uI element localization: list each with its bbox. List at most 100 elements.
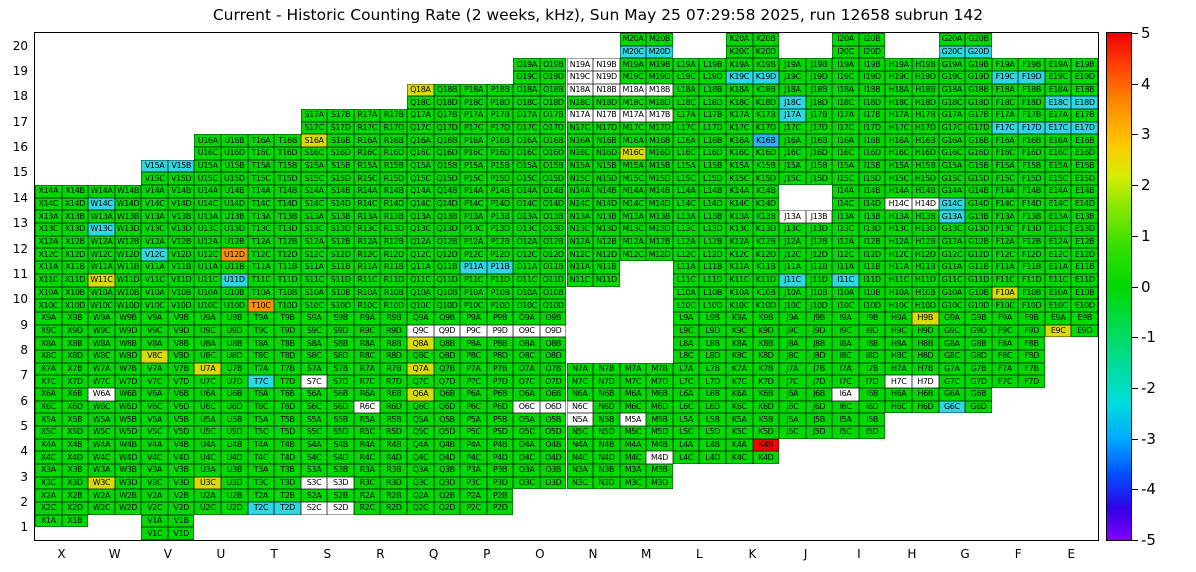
grid-cell: L14D xyxy=(699,197,726,211)
grid-cell: K12D xyxy=(752,248,780,262)
grid-cell: N18C xyxy=(566,96,594,110)
grid-cell: Q10B xyxy=(433,286,461,300)
grid-cell: J9D xyxy=(805,324,833,338)
grid-cell: Q12C xyxy=(407,248,434,262)
grid-cell: E9A xyxy=(1044,311,1072,325)
grid-cell: K11B xyxy=(752,261,780,274)
grid-cell: T16B xyxy=(274,134,301,148)
grid-cell: P7A xyxy=(460,362,487,376)
grid-cell: X1B xyxy=(61,514,89,528)
grid-cell: R9C xyxy=(353,324,381,338)
grid-cell: M14B xyxy=(646,185,673,198)
grid-cell: U3D xyxy=(221,476,248,490)
grid-cell: X5A xyxy=(35,413,62,426)
plot-title: Current - Historic Counting Rate (2 week… xyxy=(212,6,984,24)
grid-cell: V15C xyxy=(141,172,168,186)
grid-cell: L12D xyxy=(699,248,726,262)
grid-cell: O10A xyxy=(513,286,540,300)
grid-cell: S4A xyxy=(300,438,328,452)
grid-cell: P5D xyxy=(486,425,514,439)
grid-cell: H10C xyxy=(885,299,912,312)
grid-cell: N14B xyxy=(593,185,620,198)
grid-cell: M18A xyxy=(619,83,647,97)
grid-cell: G8B xyxy=(965,337,992,350)
grid-cell: R17C xyxy=(353,121,381,135)
grid-cell: K20C xyxy=(725,45,753,59)
grid-cell: W3C xyxy=(88,476,115,490)
grid-cell: F12D xyxy=(1018,248,1045,262)
grid-cell: S15A xyxy=(300,159,328,173)
grid-cell: M7C xyxy=(619,375,647,388)
grid-cell: W12A xyxy=(88,235,115,249)
grid-cell: N7D xyxy=(593,375,620,388)
grid-cell: K9B xyxy=(752,311,780,325)
grid-cell: T15D xyxy=(274,172,301,186)
grid-cell: L11A xyxy=(672,261,700,274)
grid-cell: S3D xyxy=(327,476,354,490)
grid-cell: L9B xyxy=(699,311,726,325)
grid-cell: J12D xyxy=(805,248,833,262)
grid-cell: G7B xyxy=(965,362,992,376)
grid-cell: X3C xyxy=(35,476,62,490)
grid-cell: O8B xyxy=(539,337,567,350)
grid-cell: M16D xyxy=(646,147,673,160)
grid-cell: F16A xyxy=(991,134,1019,148)
grid-cell: X10A xyxy=(35,286,62,300)
grid-cell: K13C xyxy=(725,223,753,236)
grid-cell: J12B xyxy=(805,235,833,249)
grid-cell: F10D xyxy=(1018,299,1045,312)
grid-cell: F8B xyxy=(1018,337,1045,350)
grid-cell: O8C xyxy=(513,349,540,363)
grid-cell: Q7C xyxy=(407,375,434,388)
grid-cell: E16A xyxy=(1044,134,1072,148)
grid-cell: L7C xyxy=(672,375,700,388)
grid-cell: I15A xyxy=(832,159,859,173)
grid-cell: J6B xyxy=(805,387,833,401)
grid-cell: Q16D xyxy=(433,147,461,160)
y-axis-label: 9 xyxy=(20,317,28,332)
grid-cell: Q13B xyxy=(433,210,461,224)
grid-cell: N16C xyxy=(566,147,594,160)
grid-cell: P15B xyxy=(486,159,514,173)
grid-cell: I12C xyxy=(832,248,859,262)
grid-cell: H17D xyxy=(911,121,939,135)
grid-cell: U9B xyxy=(221,311,248,325)
x-axis-label: K xyxy=(748,547,757,561)
grid-cell: W11A xyxy=(88,261,115,274)
grid-cell: X6C xyxy=(35,400,62,414)
grid-cell: Q6C xyxy=(407,400,434,414)
grid-cell: F12C xyxy=(991,248,1019,262)
grid-cell: K7D xyxy=(752,375,780,388)
grid-cell: L12A xyxy=(672,235,700,249)
grid-cell: N15A xyxy=(566,159,594,173)
grid-cell: Q8D xyxy=(433,349,461,363)
grid-cell: R15B xyxy=(380,159,408,173)
grid-cell: J13A xyxy=(779,210,806,224)
grid-cell: G9C xyxy=(938,324,966,338)
grid-cell: P4B xyxy=(486,438,514,452)
grid-cell: E13A xyxy=(1044,210,1072,224)
grid-cell: J19B xyxy=(805,58,833,72)
grid-cell: E16B xyxy=(1071,134,1098,148)
grid-cell: O9D xyxy=(539,324,567,338)
grid-cell: G17D xyxy=(965,121,992,135)
grid-cell: Q10A xyxy=(407,286,434,300)
grid-cell: R3D xyxy=(380,476,408,490)
grid-cell: S5D xyxy=(327,425,354,439)
colorbar-tick-label: -1 xyxy=(1141,328,1156,347)
grid-cell: T14A xyxy=(247,185,275,198)
grid-cell: Q7B xyxy=(433,362,461,376)
grid-cell: L13A xyxy=(672,210,700,224)
grid-cell: H19B xyxy=(911,58,939,72)
grid-cell: R17D xyxy=(380,121,408,135)
grid-cell: U10C xyxy=(194,299,221,312)
grid-cell: S5A xyxy=(300,413,328,426)
grid-cell: L9A xyxy=(672,311,700,325)
grid-cell: O16C xyxy=(513,147,540,160)
grid-cell: W14B xyxy=(114,185,142,198)
grid-cell: G12A xyxy=(938,235,966,249)
grid-cell: K16B xyxy=(752,134,780,148)
grid-cell: K5C xyxy=(725,425,753,439)
grid-cell: P12A xyxy=(460,235,487,249)
grid-cell: U8B xyxy=(221,337,248,350)
